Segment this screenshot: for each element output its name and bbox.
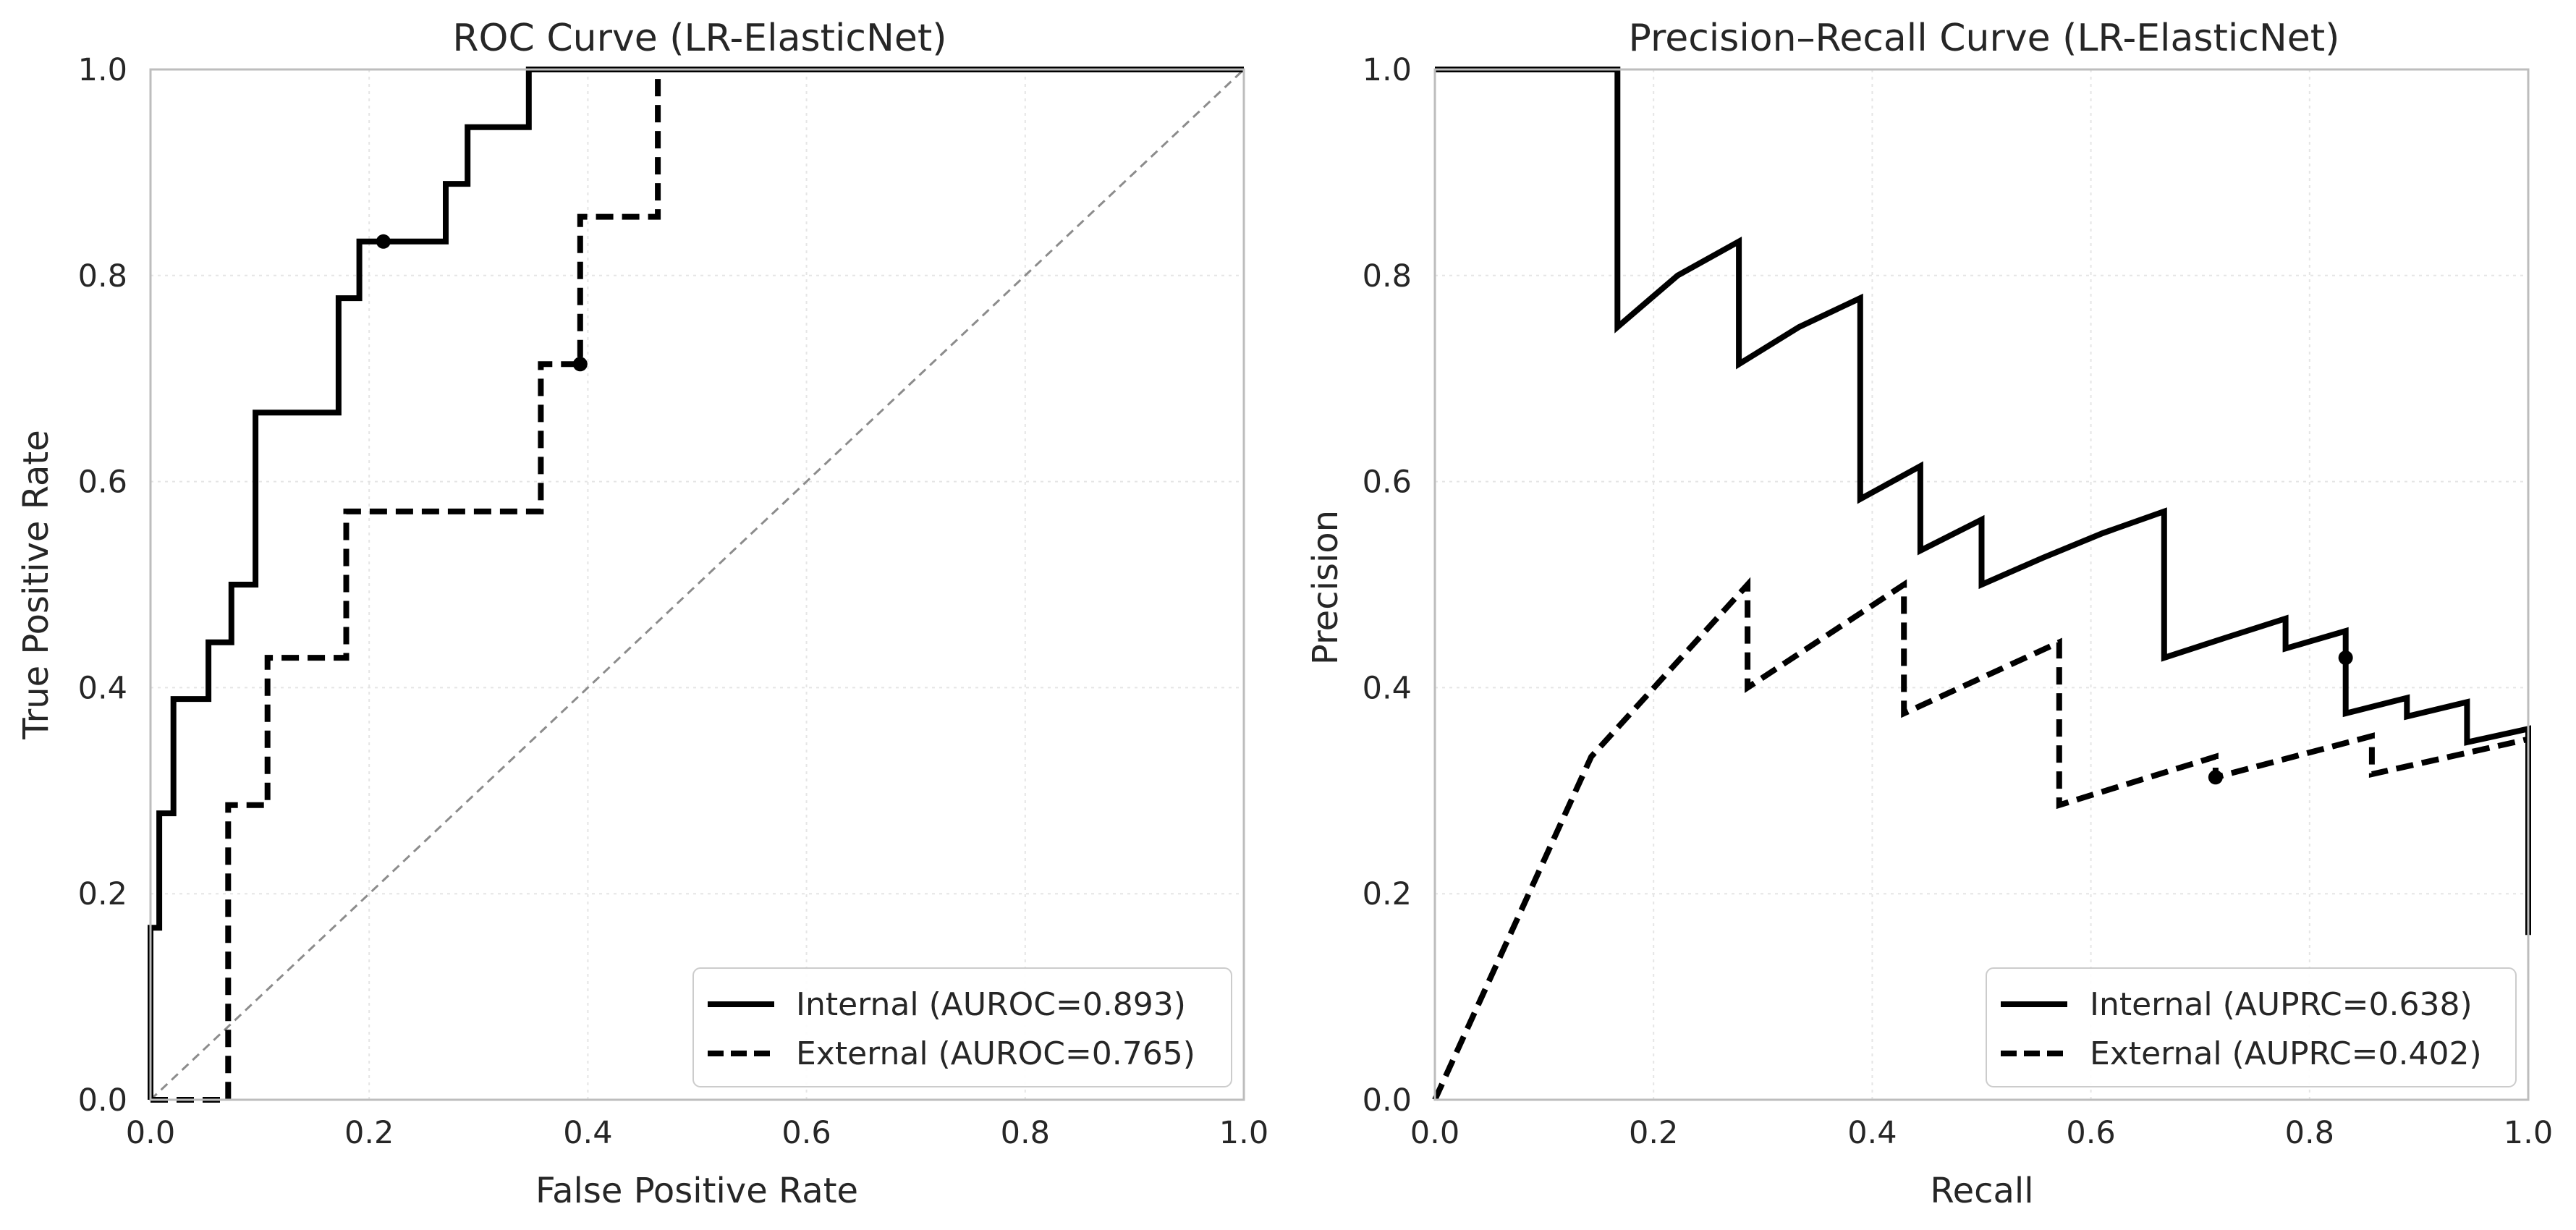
roc-x-tick-label: 0.6 <box>781 1115 831 1151</box>
pr-series-internal-line <box>1435 67 2531 936</box>
roc-x-tick-label: 0.4 <box>563 1115 612 1151</box>
roc-reference-line <box>149 68 1245 1101</box>
pr-x-tick-label: 0.6 <box>2066 1115 2115 1151</box>
pr-series-external-line <box>1432 577 2529 1101</box>
pr-y-tick-label: 0.4 <box>1363 670 1412 706</box>
pr-x-tick-label: 1.0 <box>2504 1115 2553 1151</box>
roc-y-tick-label: 0.2 <box>78 876 127 912</box>
roc-legend-box <box>692 967 1232 1087</box>
pr-y-tick-label: 1.0 <box>1363 52 1412 88</box>
roc-y-tick-label: 0.6 <box>78 465 127 501</box>
pr-legend-box <box>1986 967 2517 1087</box>
roc-series-internal-line <box>148 67 1244 1100</box>
roc-panel: ROC Curve (LR-ElasticNet) 0.0 0.2 0.4 0.6 0.… <box>16 17 1268 1211</box>
roc-y-tick-label: 0.8 <box>78 258 127 294</box>
roc-reference-diagonal <box>149 68 1245 1101</box>
roc-legend-label-external: External (AUROC=0.765) <box>796 1035 1195 1072</box>
roc-y-tick-label: 0.4 <box>78 670 127 706</box>
roc-legend-label-internal: Internal (AUROC=0.893) <box>796 986 1186 1023</box>
roc-x-tick-label: 0.2 <box>344 1115 394 1151</box>
pr-y-ticks: 0.0 0.2 0.4 0.6 0.8 1.0 <box>1363 52 1412 1119</box>
pr-x-ticks: 0.0 0.2 0.4 0.6 0.8 1.0 <box>1410 1115 2553 1151</box>
roc-x-tick-label: 0.0 <box>126 1115 175 1151</box>
roc-series-internal-marker <box>376 234 391 249</box>
roc-series <box>148 67 1244 1103</box>
roc-y-ticks: 0.0 0.2 0.4 0.6 0.8 1.0 <box>78 52 127 1119</box>
pr-y-tick-label: 0.0 <box>1363 1082 1412 1119</box>
pr-y-tick-label: 0.6 <box>1363 465 1412 501</box>
pr-series-external-marker <box>2208 770 2223 785</box>
pr-y-axis-label: Precision <box>1305 510 1346 665</box>
pr-x-tick-label: 0.4 <box>1847 1115 1897 1151</box>
pr-series <box>1432 67 2531 1101</box>
pr-x-tick-label: 0.8 <box>2285 1115 2334 1151</box>
roc-plot-frame <box>149 68 1245 1101</box>
pr-legend: Internal (AUPRC=0.638) External (AUPRC=0… <box>1986 967 2517 1087</box>
roc-y-tick-label: 0.0 <box>78 1082 127 1119</box>
pr-legend-label-external: External (AUPRC=0.402) <box>2090 1035 2482 1072</box>
roc-x-ticks: 0.0 0.2 0.4 0.6 0.8 1.0 <box>126 1115 1268 1151</box>
roc-y-tick-label: 1.0 <box>78 52 127 88</box>
roc-series-external-line <box>151 67 1244 1103</box>
pr-x-tick-label: 0.2 <box>1629 1115 1678 1151</box>
pr-title: Precision–Recall Curve (LR-ElasticNet) <box>1629 17 2340 60</box>
pr-x-tick-label: 0.0 <box>1410 1115 1459 1151</box>
roc-x-axis-label: False Positive Rate <box>535 1171 858 1211</box>
pr-panel: Precision–Recall Curve (LR-ElasticNet) 0… <box>1305 17 2553 1211</box>
roc-legend: Internal (AUROC=0.893) External (AUROC=0… <box>692 967 1232 1087</box>
pr-x-axis-label: Recall <box>1930 1171 2033 1211</box>
roc-title: ROC Curve (LR-ElasticNet) <box>452 17 946 60</box>
pr-plot-frame <box>1433 68 2530 1101</box>
roc-x-tick-label: 1.0 <box>1219 1115 1268 1151</box>
roc-series-external-marker <box>572 357 588 372</box>
pr-legend-label-internal: Internal (AUPRC=0.638) <box>2090 986 2473 1023</box>
roc-x-tick-label: 0.8 <box>1001 1115 1050 1151</box>
pr-series-internal-marker <box>2338 650 2353 666</box>
roc-y-axis-label: True Positive Rate <box>16 430 56 740</box>
pr-y-tick-label: 0.2 <box>1363 876 1412 912</box>
pr-y-tick-label: 0.8 <box>1363 258 1412 294</box>
